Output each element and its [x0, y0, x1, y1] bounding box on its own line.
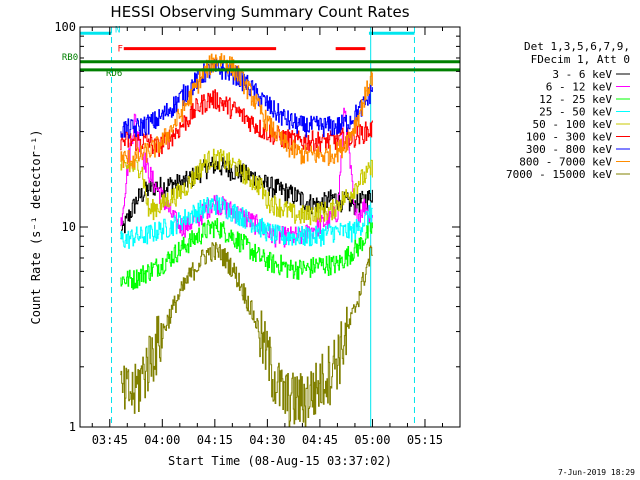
x-tick-label: 05:00 — [354, 433, 390, 447]
series-line-4 — [120, 195, 373, 249]
series-line-3 — [120, 218, 373, 290]
flag-label-rd6: RD6 — [106, 69, 122, 79]
flag-label-n: N — [115, 25, 120, 35]
legend-label: 3 - 6 keV — [552, 68, 612, 81]
legend-label: 50 - 100 keV — [533, 118, 613, 131]
series-line-6 — [120, 89, 373, 157]
legend-label: 800 - 7000 keV — [519, 156, 612, 169]
flag-label-rb0: RB0 — [62, 53, 78, 63]
x-tick-label: 04:00 — [144, 433, 180, 447]
flag-label-f: F — [117, 45, 122, 55]
x-tick-label: 04:30 — [249, 433, 285, 447]
legend-label: 300 - 800 keV — [526, 143, 612, 156]
x-tick-label: 04:45 — [302, 433, 338, 447]
legend-label: 100 - 300 keV — [526, 131, 612, 144]
series-line-9 — [120, 242, 373, 428]
series-layer — [120, 53, 373, 428]
x-tick-label: 03:45 — [92, 433, 128, 447]
y-axis-label: Count Rate (s⁻¹ detector⁻¹) — [29, 129, 43, 324]
y-tick-label: 10 — [62, 220, 76, 234]
legend-header-1: Det 1,3,5,6,7,9, — [524, 40, 630, 53]
legend-label: 12 - 25 keV — [539, 93, 612, 106]
axes: 03:45 04:00 04:15 04:30 04:45 05:00 05:15 1 10 10… — [54, 20, 461, 447]
legend-label: 25 - 50 keV — [539, 106, 612, 119]
series-line-2 — [120, 107, 373, 248]
x-tick-label: 05:15 — [407, 433, 443, 447]
legend-label: 7000 - 15000 keV — [506, 168, 612, 181]
series-line-7 — [120, 58, 373, 139]
chart-title: HESSI Observing Summary Count Rates — [110, 3, 409, 21]
legend: Det 1,3,5,6,7,9, FDecim 1, Att 0 3 - 6 k… — [506, 40, 630, 181]
legend-label: 6 - 12 keV — [546, 81, 613, 94]
flags-layer: NF RB0 RD6 — [62, 25, 460, 79]
x-axis-label: Start Time (08-Aug-15 03:37:02) — [168, 454, 392, 468]
legend-header-2: FDecim 1, Att 0 — [531, 53, 630, 66]
y-tick-label: 100 — [54, 20, 76, 34]
series-line-8 — [120, 53, 373, 169]
x-tick-label: 04:15 — [197, 433, 233, 447]
y-tick-label: 1 — [69, 420, 76, 434]
series-line-5 — [120, 148, 373, 226]
footer-date: 7-Jun-2019 18:29 — [558, 468, 635, 477]
